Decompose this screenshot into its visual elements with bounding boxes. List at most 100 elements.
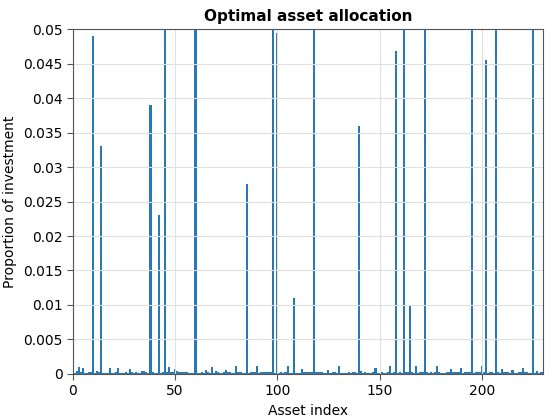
Bar xyxy=(372,372,375,374)
Bar xyxy=(244,373,246,374)
Bar xyxy=(368,373,370,374)
Bar xyxy=(266,372,268,374)
Bar xyxy=(237,372,240,374)
Bar xyxy=(297,373,299,374)
Bar xyxy=(385,373,387,374)
Bar xyxy=(489,372,491,374)
Bar xyxy=(505,372,507,374)
Bar xyxy=(444,373,446,374)
Bar xyxy=(178,372,180,374)
Bar xyxy=(203,373,205,374)
Bar xyxy=(193,373,194,374)
Bar xyxy=(176,371,178,374)
Bar xyxy=(102,373,105,374)
Bar xyxy=(452,372,454,374)
Bar xyxy=(197,373,199,374)
Bar xyxy=(246,184,248,374)
Bar xyxy=(284,373,287,374)
Bar xyxy=(119,373,121,374)
Bar xyxy=(487,373,489,374)
Bar xyxy=(516,373,517,374)
Bar xyxy=(209,373,211,374)
Bar xyxy=(303,372,305,374)
Bar xyxy=(352,373,354,374)
Bar xyxy=(329,373,332,374)
Bar xyxy=(517,372,520,374)
Bar xyxy=(520,372,522,374)
Bar xyxy=(172,372,174,374)
Bar xyxy=(309,372,311,374)
Bar xyxy=(530,373,532,374)
Bar xyxy=(190,373,193,374)
Bar xyxy=(82,368,84,374)
Bar xyxy=(248,373,250,374)
Bar xyxy=(317,373,319,374)
Bar xyxy=(276,33,278,374)
Bar xyxy=(211,367,213,374)
Bar xyxy=(225,370,227,374)
Bar xyxy=(321,372,323,374)
Bar xyxy=(356,373,358,374)
Bar xyxy=(428,373,430,374)
Bar xyxy=(346,373,348,374)
Bar xyxy=(254,372,256,374)
Bar xyxy=(389,366,391,374)
Bar xyxy=(315,372,317,374)
Bar xyxy=(319,372,321,374)
Bar xyxy=(446,372,448,374)
Bar xyxy=(387,373,389,374)
Bar xyxy=(479,372,481,374)
Bar xyxy=(117,368,119,374)
Bar xyxy=(532,29,534,374)
Bar xyxy=(536,371,538,374)
Bar xyxy=(186,372,188,374)
Bar xyxy=(223,372,225,374)
Bar xyxy=(466,372,469,374)
Bar xyxy=(182,372,184,374)
Bar xyxy=(74,373,76,374)
Bar xyxy=(105,373,106,374)
Bar xyxy=(213,373,215,374)
Bar xyxy=(432,373,434,374)
Bar xyxy=(534,373,536,374)
Bar xyxy=(229,372,231,374)
Bar xyxy=(491,372,493,374)
Bar xyxy=(131,372,133,374)
Bar xyxy=(307,372,309,374)
Bar xyxy=(470,29,473,374)
Bar xyxy=(483,372,485,374)
Bar xyxy=(162,372,164,374)
Bar xyxy=(293,298,295,374)
X-axis label: Asset index: Asset index xyxy=(268,404,348,418)
Bar xyxy=(106,373,109,374)
Bar xyxy=(141,372,143,374)
Bar xyxy=(332,372,334,374)
Bar xyxy=(227,372,229,374)
Bar xyxy=(485,60,487,374)
Bar xyxy=(270,373,272,374)
Bar xyxy=(440,373,442,374)
Bar xyxy=(90,372,92,374)
Bar xyxy=(137,373,139,374)
Bar xyxy=(139,373,141,374)
Bar xyxy=(260,372,262,374)
Bar xyxy=(469,372,470,374)
Bar xyxy=(166,372,168,374)
Bar xyxy=(528,373,530,374)
Bar xyxy=(92,36,94,374)
Bar xyxy=(262,372,264,374)
Bar xyxy=(477,372,479,374)
Bar xyxy=(458,373,460,374)
Bar xyxy=(127,373,129,374)
Bar xyxy=(199,373,200,374)
Bar xyxy=(495,29,497,374)
Bar xyxy=(391,373,393,374)
Bar xyxy=(78,367,80,374)
Bar xyxy=(456,372,458,374)
Bar xyxy=(423,29,426,374)
Bar xyxy=(511,370,514,374)
Bar xyxy=(522,368,524,374)
Bar xyxy=(313,29,315,374)
Bar xyxy=(481,366,483,374)
Bar xyxy=(100,147,102,374)
